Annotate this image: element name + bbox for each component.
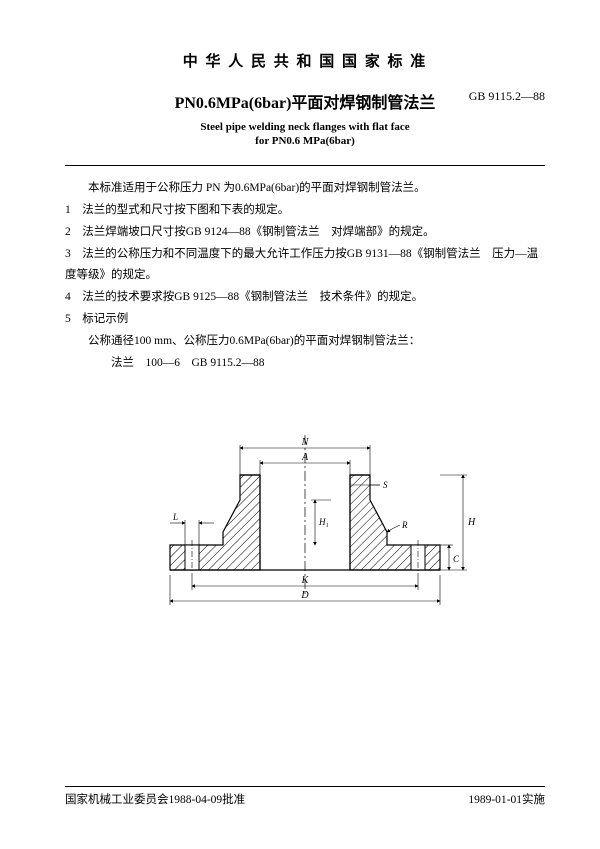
item-1: 1 法兰的型式和尺寸按下图和下表的规定。 — [65, 200, 545, 222]
label-L: L — [172, 512, 178, 522]
footer-approval: 国家机械工业委员会1988-04-09批准 — [65, 791, 245, 807]
item-3: 3 法兰的公称压力和不同温度下的最大允许工作压力按GB 9131—88《钢制管法… — [65, 244, 545, 288]
label-N: N — [301, 437, 310, 448]
intro-paragraph: 本标准适用于公称压力 PN 为0.6MPa(6bar)的平面对焊钢制管法兰。 — [65, 178, 545, 200]
body-text: 本标准适用于公称压力 PN 为0.6MPa(6bar)的平面对焊钢制管法兰。 1… — [65, 178, 545, 375]
label-D: D — [300, 590, 309, 601]
standard-code: GB 9115.2—88 — [469, 89, 545, 104]
footer-implementation: 1989-01-01实施 — [468, 791, 545, 807]
flange-diagram: N A S L H₁ R — [65, 400, 545, 625]
example-line-1: 公称通径100 mm、公称压力0.6MPa(6bar)的平面对焊钢制管法兰： — [65, 331, 545, 353]
label-R: R — [401, 520, 408, 530]
item-5: 5 标记示例 — [65, 309, 545, 331]
item-2: 2 法兰焊端坡口尺寸按GB 9124—88《钢制管法兰 对焊端部》的规定。 — [65, 222, 545, 244]
label-H1: H₁ — [318, 517, 329, 527]
example-line-2: 法兰 100—6 GB 9115.2—88 — [65, 353, 545, 375]
national-standard-heading: 中 华 人 民 共 和 国 国 家 标 准 — [65, 50, 545, 71]
footer-divider — [65, 786, 545, 787]
footer: 国家机械工业委员会1988-04-09批准 1989-01-01实施 — [65, 786, 545, 807]
label-S: S — [383, 480, 388, 490]
item-4: 4 法兰的技术要求按GB 9125—88《钢制管法兰 技术条件》的规定。 — [65, 287, 545, 309]
label-K: K — [301, 575, 310, 586]
divider-top — [65, 165, 545, 166]
label-C: C — [453, 554, 460, 564]
subtitle-english-1: Steel pipe welding neck flanges with fla… — [65, 121, 545, 133]
label-H: H — [467, 517, 476, 528]
subtitle-english-2: for PN0.6 MPa(6bar) — [65, 135, 545, 147]
label-A: A — [301, 452, 309, 463]
title-row: PN0.6MPa(6bar)平面对焊钢制管法兰 GB 9115.2—88 — [65, 89, 545, 113]
title-main: PN0.6MPa(6bar)平面对焊钢制管法兰 — [175, 89, 436, 113]
